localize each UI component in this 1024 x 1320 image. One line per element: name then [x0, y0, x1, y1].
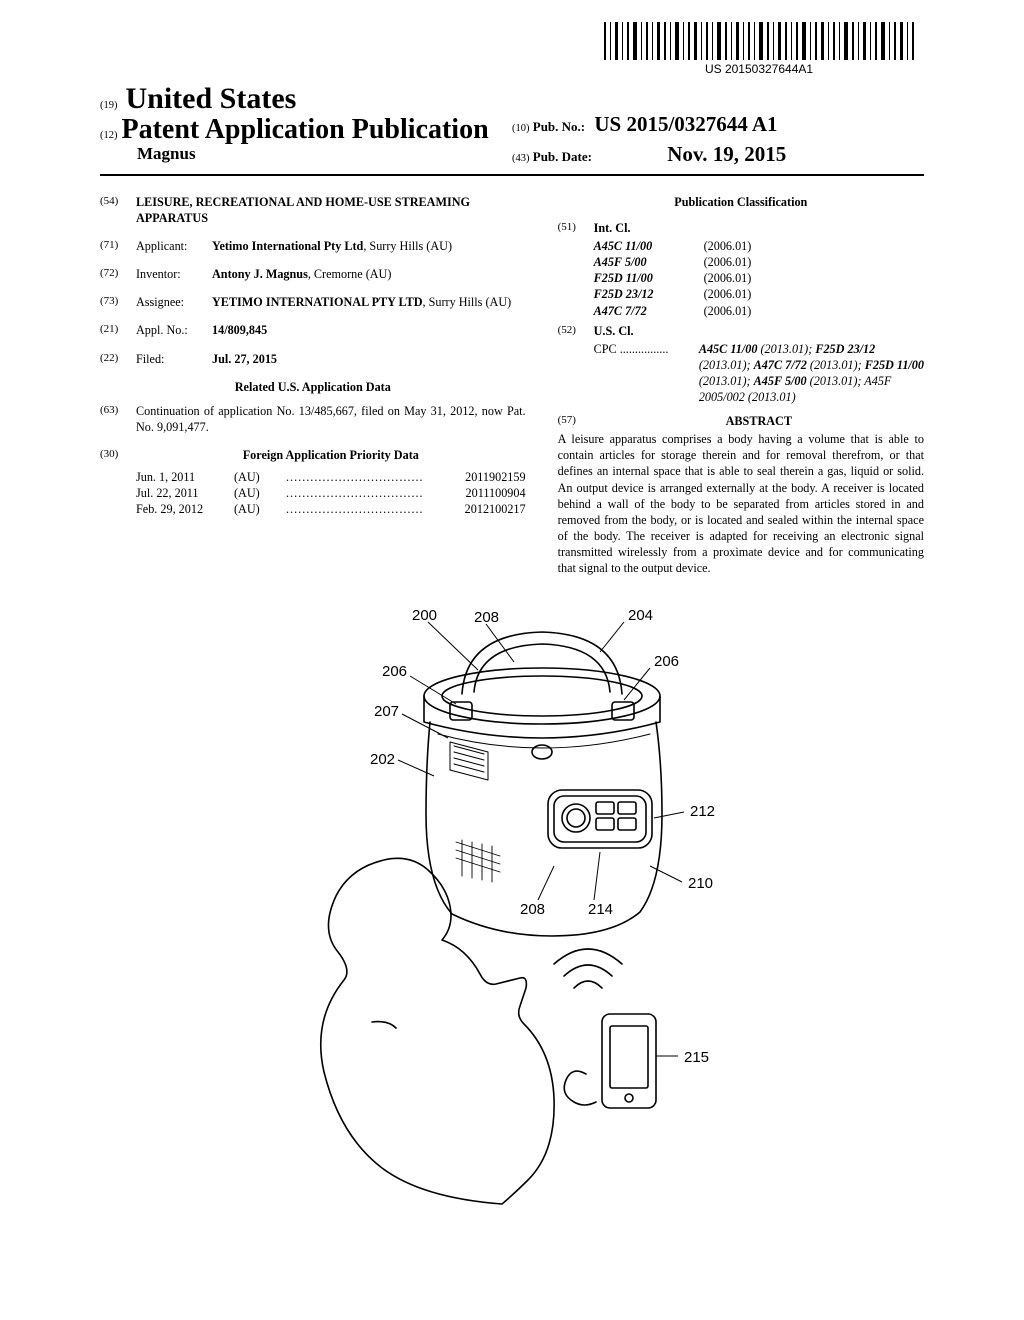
priority-cc: (AU) [234, 485, 274, 501]
country-name: United States [126, 82, 297, 115]
code-73: (73) [100, 294, 136, 310]
priority-num: 2011100904 [436, 485, 526, 501]
applicant-loc: , Surry Hills (AU) [363, 239, 452, 253]
fig-label: 208 [474, 609, 499, 626]
dots-leader: .................................. [286, 485, 424, 501]
priority-row: Jun. 1, 2011 (AU) ......................… [136, 469, 526, 485]
code-10: (10) [512, 123, 530, 134]
fig-label: 207 [374, 703, 399, 720]
classification-heading: Publication Classification [558, 194, 924, 210]
applno-label: Appl. No.: [136, 322, 212, 338]
dots-leader: .................................. [286, 469, 424, 485]
pubno-label: Pub. No.: [533, 119, 585, 134]
code-71: (71) [100, 238, 136, 254]
intcl-year: (2006.01) [704, 238, 752, 254]
priority-row: Feb. 29, 2012 (AU) .....................… [136, 501, 526, 517]
cpc-block: CPC ................ A45C 11/00 (2013.01… [594, 341, 924, 405]
assignee-loc: , Surry Hills (AU) [423, 295, 512, 309]
fig-label: 200 [412, 607, 437, 624]
fig-label: 212 [690, 803, 715, 820]
abstract-text: A leisure apparatus comprises a body hav… [558, 431, 924, 576]
barcode-icon [604, 22, 914, 60]
fig-label: 204 [628, 607, 653, 624]
priority-cc: (AU) [234, 469, 274, 485]
cpc-label: CPC [594, 342, 617, 356]
priority-date: Jul. 22, 2011 [136, 485, 222, 501]
pubno-value: US 2015/0327644 A1 [594, 112, 777, 136]
filed-label: Filed: [136, 351, 212, 367]
related-data-heading: Related U.S. Application Data [100, 379, 526, 395]
barcode-block: US 20150327644A1 [604, 22, 914, 76]
invention-title: LEISURE, RECREATIONAL AND HOME-USE STREA… [136, 194, 526, 226]
applicant-label: Applicant: [136, 238, 212, 254]
barcode-number: US 20150327644A1 [604, 62, 914, 76]
intcl-year: (2006.01) [704, 286, 752, 302]
code-63: (63) [100, 403, 136, 435]
cpc-dots: ................ [617, 342, 669, 356]
priority-date: Jun. 1, 2011 [136, 469, 222, 485]
dots-leader: .................................. [286, 501, 424, 517]
assignee-name: YETIMO INTERNATIONAL PTY LTD [212, 295, 423, 309]
fig-label: 206 [654, 653, 679, 670]
priority-cc: (AU) [234, 501, 274, 517]
intcl-label: Int. Cl. [594, 220, 631, 236]
priority-num: 2011902159 [436, 469, 526, 485]
continuation-text: Continuation of application No. 13/485,6… [136, 403, 526, 435]
applno-value: 14/809,845 [212, 322, 526, 338]
code-51: (51) [558, 220, 594, 236]
figure-drawing-icon: 200 208 204 206 206 207 202 212 210 208 … [252, 604, 772, 1224]
code-72: (72) [100, 266, 136, 282]
patent-figure: 200 208 204 206 206 207 202 212 210 208 … [100, 604, 924, 1229]
fig-label: 206 [382, 663, 407, 680]
applicant-name: Yetimo International Pty Ltd [212, 239, 363, 253]
intcl-code: A45C 11/00 [594, 238, 704, 254]
intcl-code: A45F 5/00 [594, 254, 704, 270]
intcl-code: F25D 11/00 [594, 270, 704, 286]
uscl-label: U.S. Cl. [594, 323, 634, 339]
fig-label: 214 [588, 901, 613, 918]
intcl-code: F25D 23/12 [594, 286, 704, 302]
inventor-label: Inventor: [136, 266, 212, 282]
fig-label: 208 [520, 901, 545, 918]
priority-date: Feb. 29, 2012 [136, 501, 222, 517]
code-30: (30) [100, 447, 136, 463]
code-43: (43) [512, 153, 530, 164]
inventor-loc: , Cremorne (AU) [308, 267, 392, 281]
left-column: (54) LEISURE, RECREATIONAL AND HOME-USE … [100, 194, 526, 576]
publication-type: Patent Application Publication [122, 114, 489, 146]
cpc-text: A45C 11/00 (2013.01); F25D 23/12(2013.01… [699, 341, 924, 405]
code-12: (12) [100, 130, 118, 141]
inventor-name: Antony J. Magnus [212, 267, 308, 281]
pubdate-value: Nov. 19, 2015 [667, 142, 786, 166]
priority-row: Jul. 22, 2011 (AU) .....................… [136, 485, 526, 501]
foreign-priority-heading: Foreign Application Priority Data [136, 447, 526, 463]
intcl-code: A47C 7/72 [594, 303, 704, 319]
fig-label: 215 [684, 1049, 709, 1066]
intcl-list: A45C 11/00(2006.01) A45F 5/00(2006.01) F… [558, 238, 924, 318]
intcl-year: (2006.01) [704, 303, 752, 319]
header-rule [100, 174, 924, 176]
priority-num: 2012100217 [436, 501, 526, 517]
code-19: (19) [100, 100, 118, 111]
priority-table: Jun. 1, 2011 (AU) ......................… [136, 469, 526, 517]
code-21: (21) [100, 322, 136, 338]
assignee-label: Assignee: [136, 294, 212, 310]
code-52: (52) [558, 323, 594, 339]
code-57: (57) [558, 413, 594, 429]
right-column: Publication Classification (51) Int. Cl.… [558, 194, 924, 576]
intcl-year: (2006.01) [704, 254, 752, 270]
intcl-year: (2006.01) [704, 270, 752, 286]
fig-label: 210 [688, 875, 713, 892]
code-54: (54) [100, 194, 136, 226]
abstract-heading: ABSTRACT [594, 413, 924, 429]
pubdate-label: Pub. Date: [533, 149, 592, 164]
code-22: (22) [100, 351, 136, 367]
fig-label: 202 [370, 751, 395, 768]
filed-value: Jul. 27, 2015 [212, 351, 526, 367]
